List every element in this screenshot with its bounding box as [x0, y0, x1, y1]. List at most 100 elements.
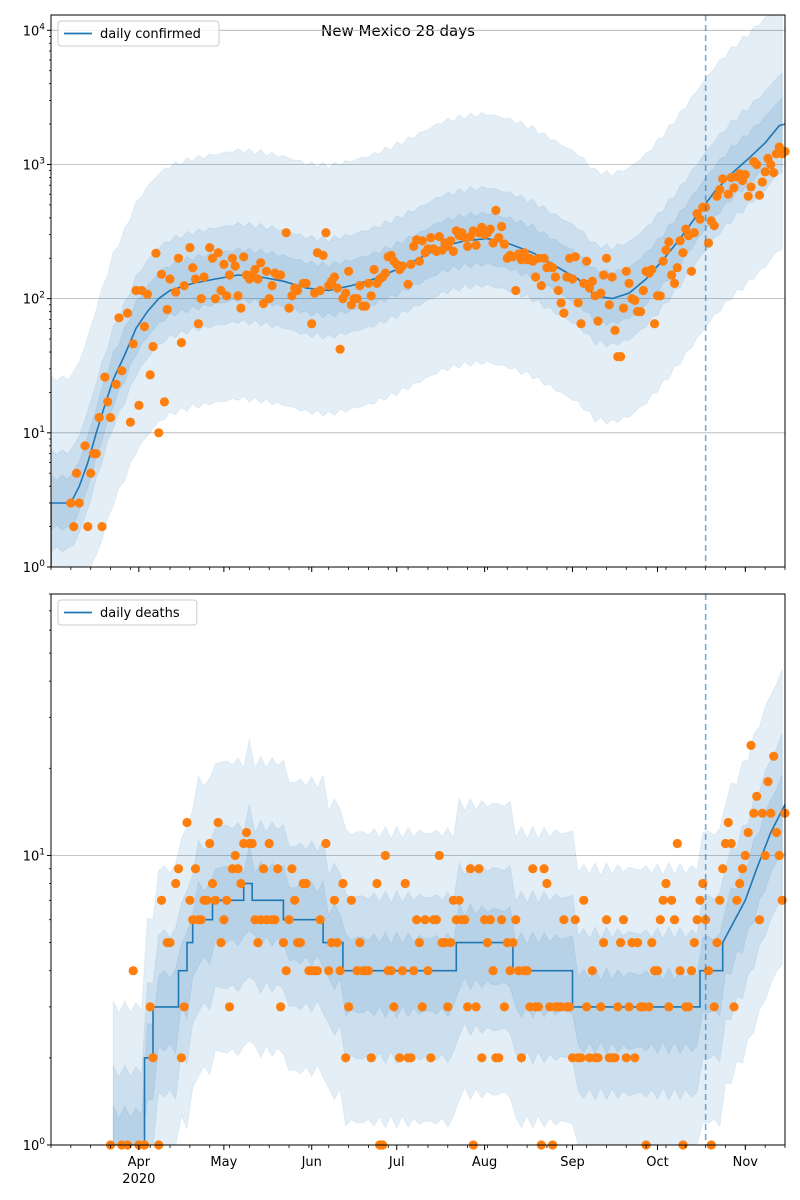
observed-point: [125, 417, 135, 427]
observed-point: [270, 915, 280, 925]
observed-point: [417, 236, 427, 246]
axes-frame: [50, 14, 786, 568]
observed-point: [414, 256, 424, 266]
observed-point: [712, 938, 722, 948]
observed-point: [431, 915, 441, 925]
observed-point: [638, 285, 648, 296]
observed-point: [434, 232, 444, 242]
observed-point: [746, 740, 756, 751]
observed-point: [185, 243, 195, 253]
observed-point: [749, 808, 759, 818]
observed-point: [426, 1053, 436, 1063]
observed-point: [94, 412, 104, 423]
observed-point: [610, 1053, 620, 1063]
observed-point: [219, 259, 229, 269]
observed-point: [769, 751, 779, 761]
observed-point: [230, 261, 240, 271]
observed-point: [173, 864, 184, 874]
observed-point: [771, 827, 782, 838]
observed-point: [261, 266, 271, 276]
observed-point: [582, 1002, 592, 1012]
observed-point: [182, 817, 192, 828]
y-tick-label: 101: [23, 425, 45, 442]
observed-point: [417, 1002, 427, 1012]
observed-point: [321, 838, 331, 849]
observed-point: [494, 1053, 504, 1063]
observed-point: [233, 291, 243, 301]
median-line: [113, 804, 785, 1145]
observed-point: [465, 864, 475, 874]
observed-point: [630, 1053, 640, 1063]
observed-point: [346, 895, 356, 905]
observed-point: [86, 468, 96, 478]
observed-point: [494, 233, 504, 243]
observed-point: [729, 183, 739, 193]
observed-point: [723, 817, 733, 828]
observed-point: [610, 325, 620, 335]
observed-point: [522, 966, 532, 976]
observed-point: [321, 228, 331, 238]
observed-point: [601, 253, 612, 263]
observed-point: [667, 270, 677, 280]
observed-point: [335, 344, 345, 354]
observed-point: [559, 308, 569, 318]
observed-point: [74, 498, 84, 508]
observed-point: [380, 268, 390, 278]
observed-point: [735, 878, 745, 889]
observed-point: [613, 1002, 623, 1012]
observed-point: [230, 850, 240, 861]
observed-point: [372, 878, 382, 889]
observed-point: [669, 278, 680, 288]
observed-point: [718, 864, 728, 874]
observed-point: [301, 278, 311, 288]
observed-point: [426, 233, 436, 243]
observed-point: [516, 1053, 527, 1063]
observed-point: [171, 287, 181, 297]
observed-point: [587, 276, 597, 286]
observed-point: [363, 966, 373, 976]
observed-point: [596, 288, 606, 298]
observed-point: [664, 237, 674, 247]
observed-point: [621, 266, 631, 276]
observed-point: [111, 379, 121, 389]
observed-point: [276, 1002, 286, 1012]
observed-point: [69, 522, 79, 532]
x-tick-label: Sep: [560, 1155, 585, 1170]
observed-point: [165, 938, 175, 948]
observed-point: [409, 966, 419, 976]
observed-point: [757, 808, 767, 818]
observed-point: [766, 159, 776, 170]
observed-point: [601, 915, 612, 925]
observed-point: [485, 915, 495, 925]
observed-point: [103, 397, 113, 407]
observed-point: [114, 313, 124, 323]
observed-point: [760, 167, 770, 177]
x-tick-label: Nov: [733, 1155, 759, 1170]
observed-point: [361, 301, 371, 311]
observed-point: [386, 966, 396, 976]
observed-point: [754, 915, 765, 925]
observed-point: [650, 319, 660, 329]
observed-point: [213, 817, 223, 828]
observed-point: [253, 938, 263, 948]
observed-point: [519, 248, 529, 258]
observed-point: [542, 878, 552, 889]
observed-point: [134, 400, 144, 410]
observed-point: [491, 205, 501, 215]
observed-point: [222, 291, 232, 301]
uncertainty-band: [112, 669, 783, 1145]
observed-point: [420, 915, 430, 925]
observed-point: [236, 878, 246, 889]
observed-point: [341, 288, 351, 298]
observed-point: [278, 938, 288, 948]
observed-point: [752, 791, 762, 802]
observed-point: [624, 278, 634, 288]
observed-point: [219, 915, 229, 925]
observed-point: [290, 895, 300, 905]
observed-point: [587, 966, 597, 976]
observed-point: [754, 190, 765, 200]
observed-point: [463, 1002, 473, 1012]
observed-point: [647, 264, 657, 275]
observed-point: [173, 253, 184, 263]
x-tick-label: Apr: [128, 1155, 151, 1170]
